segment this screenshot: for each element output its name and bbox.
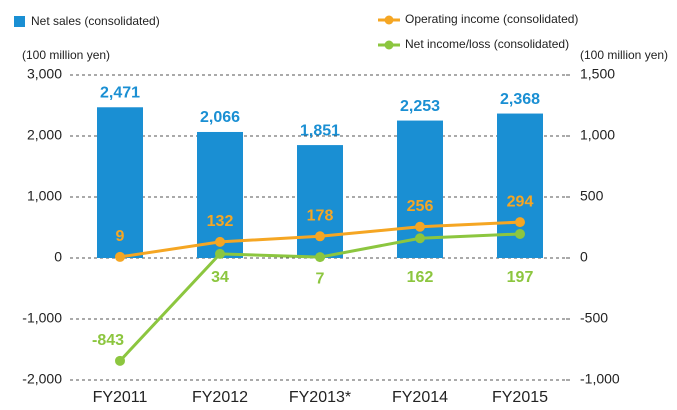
y-tick-label: 1,000 bbox=[27, 188, 62, 204]
x-tick-label: FY2011 bbox=[93, 389, 148, 406]
bar-label: 2,471 bbox=[100, 84, 140, 101]
bar-label: 2,368 bbox=[500, 91, 540, 108]
x-tick-label: FY2014 bbox=[392, 389, 448, 406]
legend-swatch bbox=[14, 16, 25, 27]
y2-tick-label: 0 bbox=[580, 249, 588, 265]
y-tick-label: 3,000 bbox=[27, 66, 62, 82]
point bbox=[115, 251, 125, 262]
bar-label: 1,851 bbox=[300, 122, 340, 139]
point-label: 162 bbox=[407, 269, 434, 286]
point bbox=[315, 252, 325, 263]
point-label: 197 bbox=[507, 269, 534, 286]
point-label: 132 bbox=[207, 213, 234, 230]
x-tick-label: FY2015 bbox=[492, 389, 548, 406]
point bbox=[415, 233, 425, 244]
y2-tick-label: 1,500 bbox=[580, 66, 615, 82]
point-label: 256 bbox=[407, 198, 434, 215]
bar-label: 2,253 bbox=[400, 98, 440, 115]
y2-tick-label: -500 bbox=[580, 310, 608, 326]
point-label: 294 bbox=[507, 193, 534, 210]
y-tick-label: 2,000 bbox=[27, 127, 62, 143]
legend-label: Operating income (consolidated) bbox=[405, 12, 578, 26]
point-label: 34 bbox=[211, 269, 229, 286]
legend-label: Net sales (consolidated) bbox=[31, 14, 160, 28]
point bbox=[115, 355, 125, 366]
legend-label: Net income/loss (consolidated) bbox=[405, 37, 569, 51]
point-label: 9 bbox=[116, 228, 125, 245]
x-tick-label: FY2012 bbox=[192, 389, 248, 406]
y2-tick-label: 500 bbox=[580, 188, 604, 204]
point bbox=[315, 231, 325, 242]
point bbox=[515, 217, 525, 228]
point-label: 7 bbox=[316, 270, 325, 287]
bar bbox=[97, 107, 143, 258]
y2-tick-label: -1,000 bbox=[580, 371, 620, 387]
point bbox=[215, 236, 225, 247]
x-tick-label: FY2013* bbox=[289, 389, 351, 406]
legend-marker bbox=[384, 40, 394, 50]
y2-axis-label: (100 million yen) bbox=[580, 48, 668, 62]
point-label: 178 bbox=[307, 208, 334, 225]
y-tick-label: -2,000 bbox=[22, 371, 62, 387]
y-axis-label: (100 million yen) bbox=[22, 48, 110, 62]
point bbox=[215, 248, 225, 259]
bar-label: 2,066 bbox=[200, 109, 240, 126]
y-tick-label: 0 bbox=[54, 249, 62, 265]
point-label: -843 bbox=[92, 332, 124, 349]
y-tick-label: -1,000 bbox=[22, 310, 62, 326]
point bbox=[415, 221, 425, 232]
point bbox=[515, 228, 525, 239]
legend-marker bbox=[384, 15, 394, 25]
y2-tick-label: 1,000 bbox=[580, 127, 615, 143]
